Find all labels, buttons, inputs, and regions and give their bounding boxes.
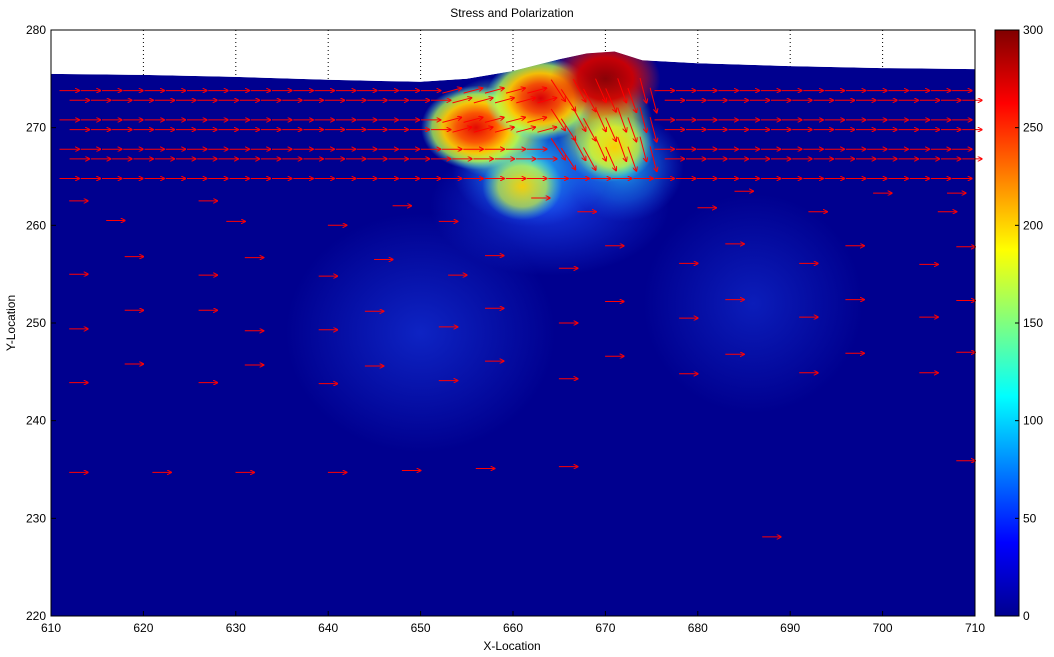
x-tick-label: 710	[965, 621, 985, 635]
x-tick-label: 670	[595, 621, 615, 635]
polarization-arrow	[560, 147, 575, 170]
y-tick-label: 270	[26, 121, 46, 135]
polarization-arrow	[639, 107, 647, 132]
colorbar-tick-label: 200	[1023, 218, 1043, 232]
polarization-arrow	[649, 87, 657, 113]
x-tick-label: 610	[41, 621, 61, 635]
polarization-arrow	[473, 98, 493, 104]
x-tick-label: 660	[503, 621, 523, 635]
polarization-arrow	[572, 78, 586, 102]
colorbar-tick-label: 50	[1023, 511, 1037, 525]
polarization-arrow	[550, 138, 565, 160]
polarization-arrow	[442, 88, 461, 94]
colorbar-tick-label: 0	[1023, 609, 1030, 623]
polarization-arrow	[627, 146, 637, 172]
y-tick-label: 280	[26, 23, 46, 37]
colorbar-tick-label: 300	[1023, 23, 1043, 37]
polarization-arrow	[560, 118, 575, 141]
y-axis-label: Y-Location	[4, 295, 18, 351]
colorbar-ticks: 0 50 100 150 200 250 300	[1015, 23, 1043, 623]
colorbar-tick-label: 100	[1023, 414, 1043, 428]
x-tick-label: 630	[226, 621, 246, 635]
y-tick-label: 230	[26, 511, 46, 525]
polarization-arrow	[583, 147, 596, 171]
polarization-arrow	[527, 117, 546, 123]
chart-title: Stress and Polarization	[450, 6, 573, 20]
polarization-arrow	[605, 117, 617, 142]
polarization-arrow	[595, 78, 607, 103]
polarization-arrow	[473, 127, 493, 133]
polarization-arrow	[505, 117, 525, 123]
x-tick-label: 640	[318, 621, 338, 635]
stress-blob	[574, 113, 655, 182]
polarization-arrow	[649, 146, 657, 171]
polarization-arrow	[516, 98, 535, 104]
polarization-arrow	[516, 127, 535, 133]
y-tick-label: 250	[26, 316, 46, 330]
stress-blob	[482, 152, 563, 221]
polarization-arrow	[583, 117, 596, 141]
stress-field	[51, 51, 975, 616]
y-tick-label: 260	[26, 218, 46, 232]
x-tick-label: 690	[780, 621, 800, 635]
y-tick-label: 240	[26, 414, 46, 428]
polarization-arrow	[505, 88, 525, 94]
polarization-arrow	[627, 87, 637, 113]
polarization-arrow	[442, 117, 461, 123]
polarization-arrow	[484, 88, 504, 94]
polarization-arrow	[494, 127, 514, 133]
polarization-arrow	[649, 116, 657, 142]
polarization-arrow	[627, 117, 637, 141]
polarization-arrow	[452, 98, 472, 104]
polarization-arrow	[605, 88, 617, 112]
polarization-arrow	[537, 98, 557, 104]
polarization-arrow	[617, 107, 627, 133]
polarization-arrow	[617, 78, 627, 103]
polarization-arrow	[595, 107, 607, 132]
x-tick-label: 680	[688, 621, 708, 635]
polarization-arrows	[59, 77, 983, 537]
x-tick-label: 700	[873, 621, 893, 635]
polarization-arrow	[639, 77, 647, 103]
polarization-arrow	[452, 127, 472, 133]
y-tick-label: 220	[26, 609, 46, 623]
polarization-arrow	[550, 79, 565, 102]
colorbar: 0 50 100 150 200 250 300	[994, 23, 1043, 623]
stress-blob	[550, 51, 661, 121]
polarization-arrow	[484, 117, 504, 123]
x-tick-label: 650	[411, 621, 431, 635]
y-axis: 220 230 240 250 260 270 280	[26, 23, 56, 623]
x-axis: 610 620 630 640 650 660 670 680 690 700 710	[41, 611, 985, 635]
polarization-arrow	[494, 98, 514, 104]
stress-blob	[285, 212, 556, 453]
polarization-arrow	[560, 89, 575, 111]
polarization-arrow	[463, 117, 483, 123]
stress-blob	[643, 193, 864, 414]
x-axis-label: X-Location	[483, 639, 540, 653]
polarization-arrow	[605, 146, 617, 171]
polarization-arrow	[463, 88, 483, 94]
plot-area	[50, 29, 983, 617]
colorbar-tick-label: 150	[1023, 316, 1043, 330]
x-tick-label: 620	[133, 621, 153, 635]
polarization-arrow	[550, 108, 565, 131]
polarization-arrow	[537, 127, 557, 133]
polarization-arrow	[583, 88, 596, 112]
polarization-arrow	[595, 137, 607, 161]
colorbar-tick-label: 250	[1023, 121, 1043, 135]
polarization-arrow	[527, 88, 546, 94]
polarization-arrow	[639, 136, 647, 162]
polarization-arrow	[617, 136, 627, 162]
